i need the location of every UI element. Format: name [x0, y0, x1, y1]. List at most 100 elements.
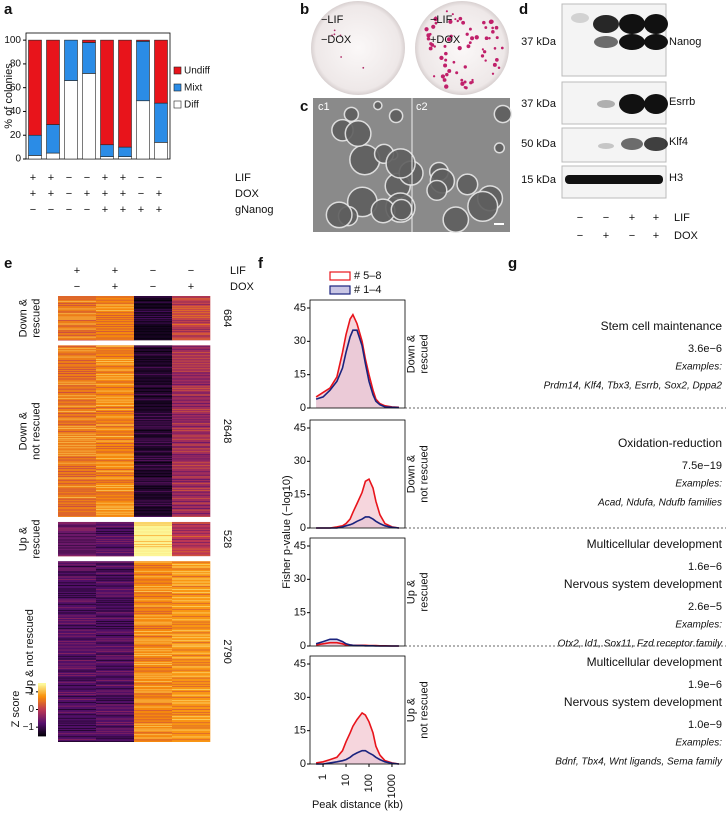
condition-sign: − — [156, 172, 162, 184]
colorbar-step — [38, 724, 46, 726]
colony — [428, 32, 432, 36]
examples-label: Examples: — [675, 738, 722, 749]
colorbar-step — [38, 720, 46, 722]
colony — [466, 44, 471, 49]
condition-sign: + — [30, 172, 36, 184]
colony — [333, 29, 336, 32]
condition-sign: + — [48, 172, 54, 184]
plate — [415, 1, 509, 95]
area — [316, 642, 399, 646]
heatmap-block — [58, 521, 97, 557]
condition-sign: + — [120, 204, 126, 216]
shape: 37 kDa Nanog 37 kDa Esrrb 50 kDa Klf4 15 kDa H3… — [521, 36, 701, 242]
condition-sign: − — [577, 212, 583, 224]
colony — [445, 10, 448, 13]
colorbar-step — [38, 694, 46, 697]
y-tick-label: 45 — [294, 540, 306, 552]
column-sign: + — [74, 265, 80, 277]
colonies — [331, 10, 504, 90]
examples-label: Examples: — [675, 362, 722, 373]
colony — [426, 179, 448, 202]
condition-sign: + — [629, 212, 635, 224]
legend-swatch — [173, 100, 182, 109]
panel-row-label: Up & — [405, 579, 417, 604]
bar-segment — [46, 39, 60, 125]
column-sign: − — [150, 281, 156, 293]
colorbar-step — [38, 713, 46, 716]
condition-sign: + — [84, 188, 90, 200]
colony — [440, 74, 446, 79]
colony — [444, 51, 448, 56]
colony — [447, 69, 452, 73]
shape — [598, 143, 614, 149]
bar-segment — [28, 134, 42, 156]
legend-label: Diff — [184, 100, 199, 111]
heatmap-block — [96, 521, 135, 557]
bar-segment — [100, 156, 114, 160]
examples-label: Examples: — [675, 620, 722, 631]
colony — [471, 78, 474, 82]
colony — [463, 86, 467, 89]
colony — [500, 46, 504, 50]
colony — [471, 80, 474, 84]
x-tick-label: 100 — [363, 774, 375, 792]
bar-segment — [118, 156, 132, 160]
y-tick-label: 15 — [294, 369, 306, 381]
heatmap-block — [58, 296, 97, 341]
bands — [565, 13, 668, 184]
colony — [491, 26, 494, 30]
bar-segment — [64, 39, 78, 81]
condition-sign: + — [48, 188, 54, 200]
colony — [431, 24, 436, 29]
colony — [495, 36, 499, 40]
colorbar-step — [38, 693, 46, 696]
size-label: 37 kDa — [521, 36, 557, 48]
colony — [444, 84, 449, 89]
y-axis-label: Fisher p-value (−log10) — [281, 475, 293, 588]
colorbar-step — [38, 726, 46, 729]
size-label: 15 kDa — [521, 174, 557, 186]
go-term: Stem cell maintenance — [601, 319, 723, 333]
texture — [134, 561, 172, 739]
texture — [134, 565, 172, 741]
line — [315, 329, 399, 409]
plate-label: −LIF — [321, 14, 344, 26]
row-label: Down & — [17, 411, 29, 450]
texture — [134, 347, 172, 515]
colorbar-step — [38, 725, 46, 728]
heatmap-block — [96, 296, 135, 341]
legend-swatch — [173, 83, 182, 92]
colony — [460, 78, 464, 82]
colony — [433, 45, 437, 48]
shape — [597, 100, 615, 108]
colorbar-step — [38, 729, 46, 732]
colorbar-step — [38, 718, 46, 721]
colony — [463, 80, 467, 84]
y-tick-label: 30 — [294, 573, 306, 585]
colorbar-step — [38, 683, 46, 685]
bar-segment — [82, 42, 96, 74]
shape — [644, 94, 668, 114]
colorbar-step — [38, 721, 46, 724]
condition-sign: + — [138, 204, 144, 216]
colorbar-step — [38, 705, 46, 708]
condition-sign: − — [66, 172, 72, 184]
colony — [451, 13, 454, 16]
legend-swatch — [329, 271, 351, 281]
y-tick-label: 0 — [300, 758, 306, 770]
colorbar-tick-label: −1 — [23, 722, 35, 733]
image-label: c1 — [318, 101, 330, 113]
colony — [442, 206, 470, 234]
line — [315, 313, 399, 409]
texture — [172, 298, 210, 340]
examples: Prdm14, Klf4, Tbx3, Esrrb, Sox2, Dppa2 — [544, 381, 723, 392]
texture — [172, 522, 210, 556]
bar-segment — [118, 39, 132, 148]
bar-segment — [136, 100, 150, 160]
bar-segment — [64, 80, 78, 160]
colony — [484, 26, 488, 29]
p-value: 1.6e−6 — [688, 561, 722, 573]
column-sign: + — [112, 265, 118, 277]
shape — [644, 137, 668, 151]
